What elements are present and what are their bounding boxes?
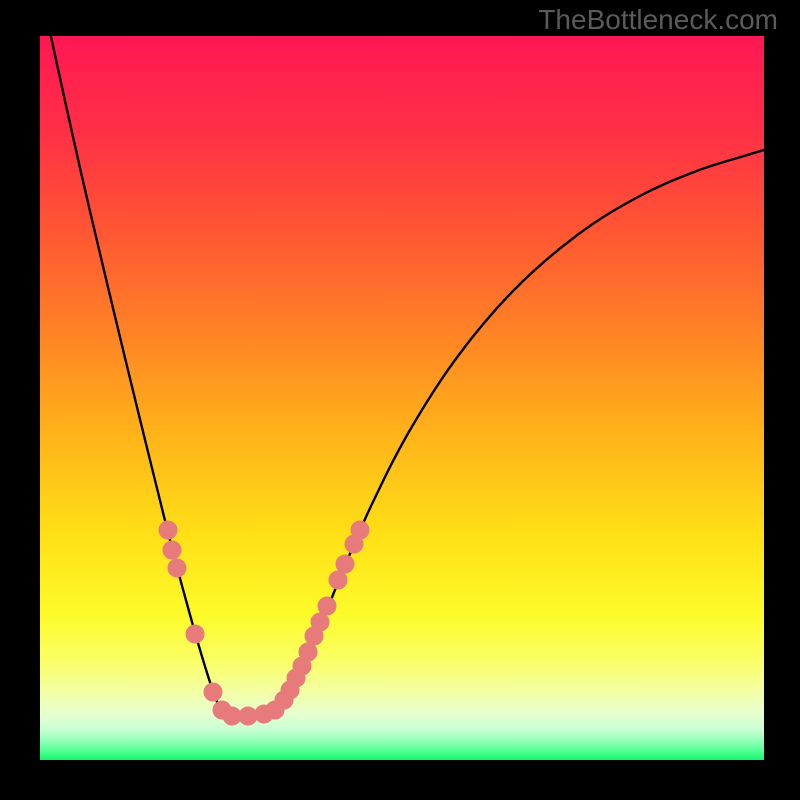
data-marker (186, 625, 204, 643)
curve-layer (40, 36, 764, 760)
plot-area (40, 36, 764, 760)
chart-stage: TheBottleneck.com (0, 0, 800, 800)
data-marker (159, 521, 177, 539)
data-marker (299, 643, 317, 661)
data-marker (351, 521, 369, 539)
data-marker (223, 707, 241, 725)
marker-group (159, 521, 369, 725)
data-marker (336, 555, 354, 573)
data-marker (318, 597, 336, 615)
watermark-text: TheBottleneck.com (538, 4, 778, 36)
data-marker (329, 571, 347, 589)
data-marker (168, 559, 186, 577)
data-marker (239, 707, 257, 725)
data-marker (204, 683, 222, 701)
data-marker (163, 541, 181, 559)
data-marker (311, 613, 329, 631)
bottleneck-curve-left (43, 36, 236, 716)
